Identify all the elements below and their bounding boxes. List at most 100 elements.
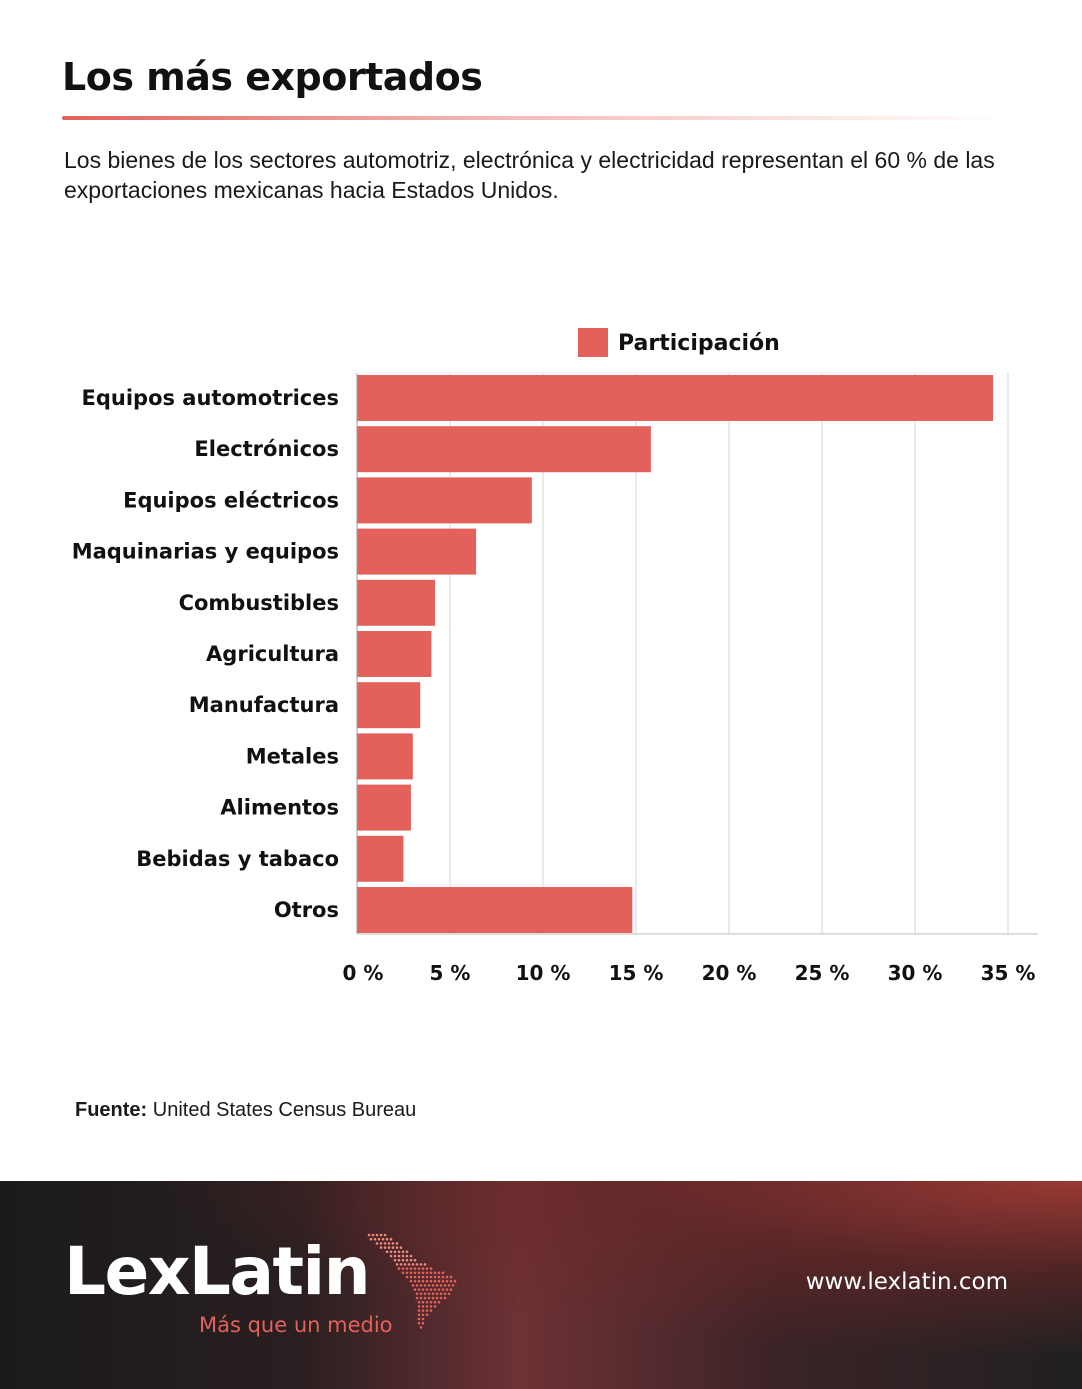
map-dot: [381, 1237, 385, 1241]
category-label: Combustibles: [179, 591, 339, 615]
map-dot: [417, 1288, 421, 1291]
category-label: Manufactura: [189, 693, 339, 717]
legend-label: Participación: [618, 331, 780, 356]
category-label: Equipos eléctricos: [123, 488, 339, 512]
map-dot: [417, 1317, 421, 1321]
map-dot: [429, 1309, 433, 1312]
map-dot: [431, 1296, 435, 1300]
map-dot: [401, 1267, 405, 1270]
map-dot: [439, 1292, 443, 1296]
category-label: Otros: [274, 898, 339, 922]
map-dot: [447, 1292, 451, 1296]
map-dot: [423, 1284, 427, 1287]
map-dot: [379, 1242, 383, 1245]
map-dot: [411, 1284, 415, 1287]
map-dot: [413, 1271, 417, 1275]
map-dot: [441, 1288, 445, 1291]
map-dot: [433, 1279, 437, 1283]
map-dot: [427, 1284, 431, 1287]
map-dot: [413, 1258, 417, 1262]
source-label: Fuente:: [75, 1099, 148, 1121]
map-dot: [417, 1313, 421, 1317]
map-dot: [435, 1292, 439, 1296]
map-dot: [429, 1267, 433, 1270]
map-dot: [405, 1267, 409, 1270]
x-tick-label: 25 %: [795, 961, 850, 985]
map-dot: [417, 1300, 421, 1304]
map-dot: [421, 1305, 425, 1308]
map-dot: [417, 1309, 421, 1312]
map-dot: [393, 1250, 397, 1254]
map-dot: [409, 1254, 413, 1258]
bar: [357, 528, 477, 575]
map-dot: [443, 1292, 447, 1296]
category-label: Bebidas y tabaco: [136, 847, 339, 871]
map-dot: [439, 1296, 443, 1300]
map-dot: [401, 1250, 405, 1254]
map-dot: [425, 1288, 429, 1291]
legend-swatch: [578, 328, 608, 357]
bar: [357, 375, 994, 421]
map-dot: [425, 1300, 429, 1304]
brand-logo: LexLatin: [64, 1233, 371, 1310]
map-dot: [425, 1309, 429, 1312]
map-dot: [409, 1275, 413, 1279]
map-dot: [413, 1267, 417, 1270]
map-dot: [449, 1279, 453, 1283]
category-label: Agricultura: [206, 642, 339, 666]
bar: [357, 682, 421, 729]
bar: [357, 631, 432, 677]
bar: [357, 784, 411, 831]
map-dot: [437, 1279, 441, 1283]
map-dot: [423, 1263, 427, 1266]
map-dot: [413, 1288, 417, 1291]
map-dot: [375, 1233, 379, 1237]
category-label: Equipos automotrices: [82, 386, 339, 410]
map-dot: [421, 1309, 425, 1312]
map-dot: [395, 1242, 399, 1245]
map-dot: [415, 1296, 419, 1300]
map-dot: [399, 1263, 403, 1266]
map-dot: [439, 1284, 443, 1287]
map-dot: [445, 1275, 449, 1279]
map-dot: [383, 1242, 387, 1245]
map-dot: [423, 1296, 427, 1300]
map-dot: [417, 1279, 421, 1283]
map-dot: [429, 1300, 433, 1304]
source-note: Fuente: United States Census Bureau: [75, 1099, 416, 1122]
map-dot: [417, 1275, 421, 1279]
map-dot: [383, 1233, 387, 1237]
map-dot: [369, 1237, 373, 1241]
map-dot: [405, 1250, 409, 1254]
map-dot: [433, 1271, 437, 1275]
map-dot: [417, 1271, 421, 1275]
bar-chart: Equipos automotrices Electrónicos Equipos …: [72, 328, 1038, 985]
map-dot: [415, 1284, 419, 1287]
map-dot: [421, 1300, 425, 1304]
map-dot: [425, 1267, 429, 1270]
title-underline: [62, 116, 1007, 120]
map-dot: [433, 1300, 437, 1304]
map-dot: [375, 1242, 379, 1245]
map-dot: [427, 1296, 431, 1300]
map-dot: [425, 1305, 429, 1308]
x-tick-label: 35 %: [981, 961, 1036, 985]
map-dot: [397, 1254, 401, 1258]
map-dot: [401, 1254, 405, 1258]
map-dot: [429, 1288, 433, 1291]
source-text: United States Census Bureau: [147, 1099, 417, 1121]
map-dot: [415, 1292, 419, 1296]
map-dot: [399, 1246, 403, 1249]
website-link[interactable]: www.lexlatin.com: [805, 1269, 1008, 1295]
map-dot: [433, 1305, 437, 1308]
map-dot: [409, 1267, 413, 1270]
page-subtitle: Los bienes de los sectores automotriz, e…: [64, 147, 995, 203]
map-dot: [413, 1275, 417, 1279]
map-dot: [419, 1326, 423, 1329]
map-dot: [401, 1258, 405, 1262]
map-dot: [417, 1305, 421, 1308]
map-dot: [393, 1258, 397, 1262]
map-dot: [379, 1233, 383, 1237]
map-dot: [395, 1263, 399, 1266]
map-dot: [401, 1271, 405, 1275]
